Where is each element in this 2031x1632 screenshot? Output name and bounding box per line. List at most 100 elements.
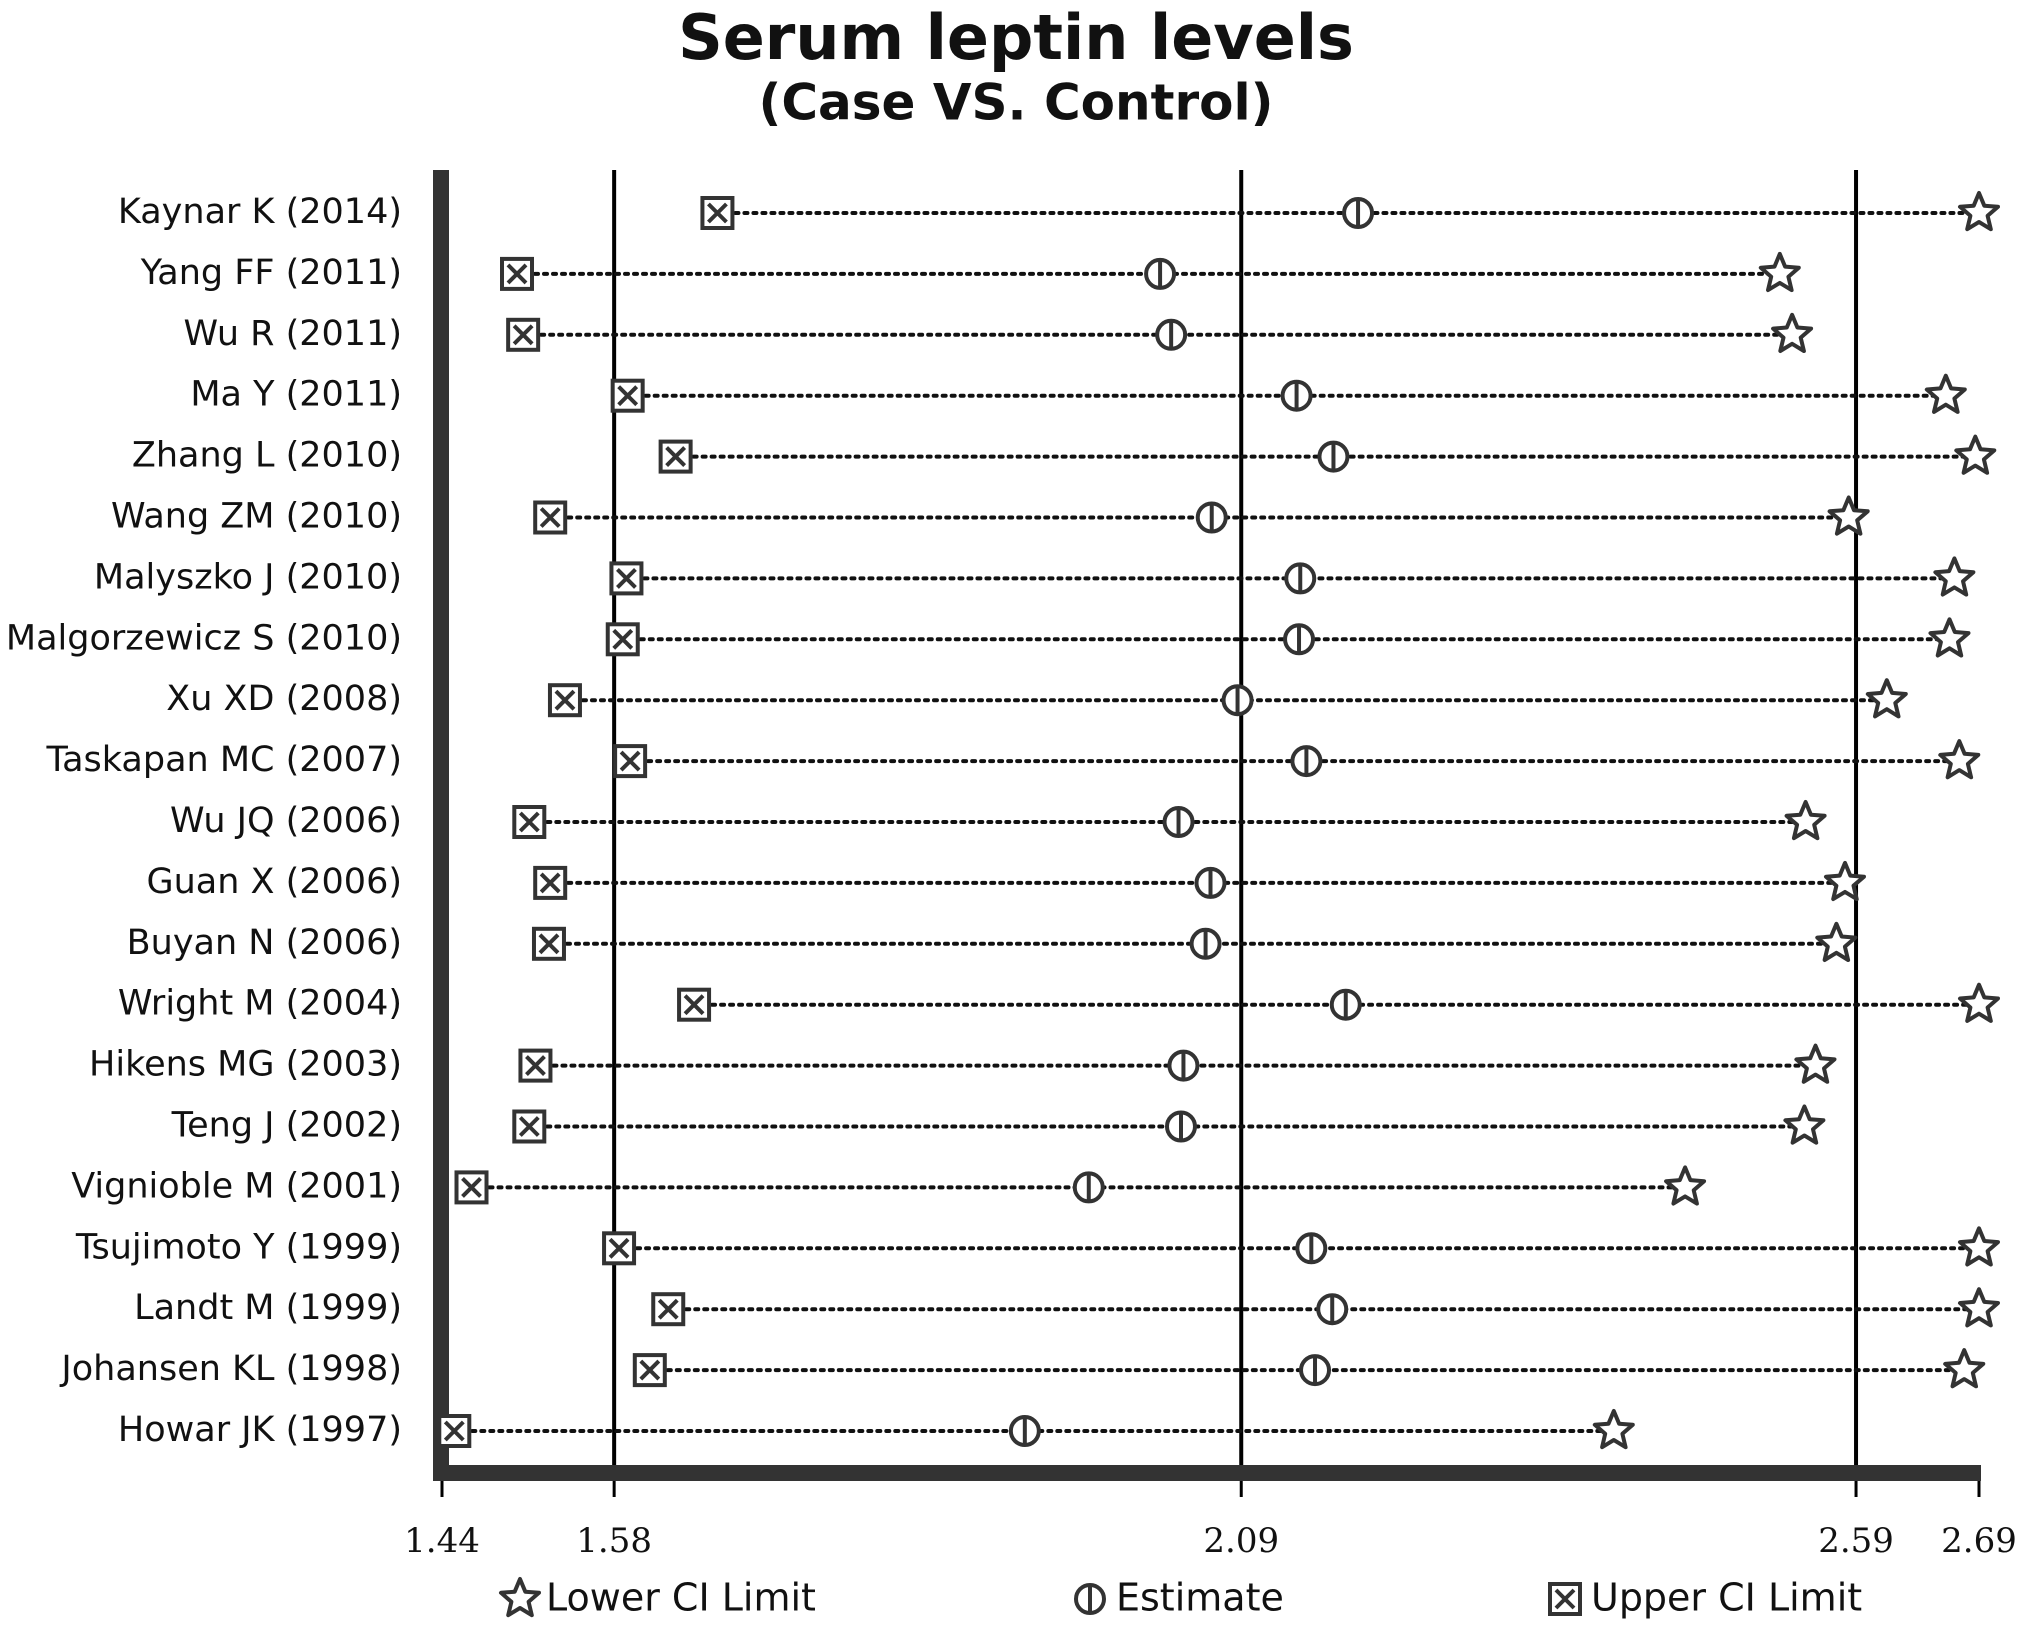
data-point xyxy=(632,1353,667,1388)
data-point xyxy=(1072,1171,1105,1204)
y-tick-label: Wang ZM (2010) xyxy=(111,497,402,537)
x-tick-label: 2.09 xyxy=(1203,1521,1279,1561)
data-point xyxy=(602,1231,637,1266)
data-point xyxy=(1342,197,1375,229)
y-tick-label: Wu R (2011) xyxy=(184,314,403,354)
data-point xyxy=(1329,988,1362,1021)
data-point xyxy=(651,1292,686,1327)
x-tick-label: 2.59 xyxy=(1818,1521,1894,1561)
star-marker xyxy=(1954,434,1997,475)
y-tick-label: Yang FF (2011) xyxy=(140,253,402,293)
data-point xyxy=(1771,312,1814,353)
star-marker xyxy=(1815,921,1858,962)
square-marker-cross xyxy=(506,263,528,285)
star-marker xyxy=(1943,1348,1986,1389)
star-marker xyxy=(1824,860,1866,902)
y-tick-label: Teng J (2002) xyxy=(171,1106,402,1146)
data-point xyxy=(1783,1104,1826,1145)
data-point xyxy=(1221,684,1254,717)
y-tick-label: Landt M (1999) xyxy=(134,1288,402,1328)
data-point xyxy=(1954,434,1997,475)
y-tick-label: Buyan N (2006) xyxy=(127,923,402,963)
data-point xyxy=(1784,800,1827,841)
y-tick-label: Tsujimoto Y (1999) xyxy=(75,1227,402,1267)
y-tick-label: Taskapan MC (2007) xyxy=(46,740,403,780)
y-tick-label: Hikens MG (2003) xyxy=(89,1045,402,1085)
data-point xyxy=(506,317,541,352)
data-point xyxy=(613,744,648,779)
square-marker-cross xyxy=(683,994,705,1016)
legend-label: Upper CI Limit xyxy=(1591,1576,1862,1620)
star-marker xyxy=(1784,800,1827,841)
star-marker xyxy=(1924,373,1967,414)
y-tick-label: Xu XD (2008) xyxy=(166,679,402,719)
x-axis xyxy=(433,1465,1981,1481)
data-point xyxy=(1958,982,2000,1023)
data-point xyxy=(533,500,568,535)
data-point xyxy=(1958,191,2000,232)
star-marker xyxy=(1928,617,1971,658)
chart-title: Serum leptin levels xyxy=(678,1,1354,74)
data-point xyxy=(1827,495,1870,536)
y-axis xyxy=(433,170,449,1481)
data-point xyxy=(1664,1165,1707,1206)
data-point xyxy=(1194,866,1227,899)
x-tick-label: 2.69 xyxy=(1941,1521,2017,1561)
legend-marker xyxy=(499,1577,541,1618)
data-point xyxy=(1933,556,1976,597)
square-marker-cross xyxy=(707,202,728,224)
y-tick-label: Zhang L (2010) xyxy=(132,436,402,476)
square-marker-cross xyxy=(443,1420,465,1442)
y-tick-label: Guan X (2006) xyxy=(146,862,402,902)
square-marker xyxy=(632,1353,667,1388)
square-marker-cross xyxy=(554,689,576,711)
data-point xyxy=(677,987,712,1022)
y-tick-label: Wright M (2004) xyxy=(118,984,402,1024)
data-point xyxy=(1284,562,1317,595)
data-point xyxy=(1167,1049,1200,1082)
star-marker xyxy=(1958,1226,2000,1267)
data-point xyxy=(1008,1415,1041,1447)
x-tick-label: 1.44 xyxy=(404,1521,480,1561)
y-tick-label: Malyszko J (2010) xyxy=(94,557,402,597)
y-tick-label: Kaynar K (2014) xyxy=(118,192,402,232)
data-point xyxy=(437,1414,472,1448)
data-point xyxy=(609,561,644,596)
star-marker xyxy=(1794,1043,1837,1084)
legend-marker xyxy=(1074,1583,1106,1615)
data-point xyxy=(1317,440,1350,473)
data-point xyxy=(1290,745,1323,778)
star-marker xyxy=(499,1577,541,1618)
data-point xyxy=(658,439,693,474)
star-marker xyxy=(1958,191,2000,232)
square-marker-cross xyxy=(1554,1588,1576,1610)
square-marker-cross xyxy=(539,507,561,528)
square-marker-cross xyxy=(616,567,637,589)
legend-label: Lower CI Limit xyxy=(546,1576,816,1620)
star-marker xyxy=(1933,556,1976,597)
data-point xyxy=(1758,251,1801,293)
data-point xyxy=(1592,1409,1635,1450)
y-tick-label: Howar JK (1997) xyxy=(118,1410,402,1450)
x-tick-label: 1.58 xyxy=(576,1521,652,1561)
square-marker xyxy=(500,256,535,291)
square-marker-cross xyxy=(608,1237,630,1259)
star-marker xyxy=(1592,1409,1635,1450)
data-point xyxy=(1280,379,1313,412)
square-marker-cross xyxy=(619,750,641,772)
data-point xyxy=(605,622,640,657)
chart-subtitle: (Case VS. Control) xyxy=(758,74,1273,132)
data-point xyxy=(1958,1226,2000,1267)
data-point xyxy=(533,865,568,900)
square-marker-cross xyxy=(657,1298,679,1320)
square-marker-cross xyxy=(512,324,534,346)
star-marker xyxy=(1827,495,1870,536)
square-marker-cross xyxy=(612,628,634,650)
data-point xyxy=(1958,1287,2000,1328)
data-point xyxy=(1943,1348,1986,1389)
square-marker-cross xyxy=(525,1055,546,1077)
square-marker-cross xyxy=(518,1116,540,1137)
square-marker-cross xyxy=(617,385,639,407)
y-tick-label: Johansen KL (1998) xyxy=(59,1349,402,1389)
